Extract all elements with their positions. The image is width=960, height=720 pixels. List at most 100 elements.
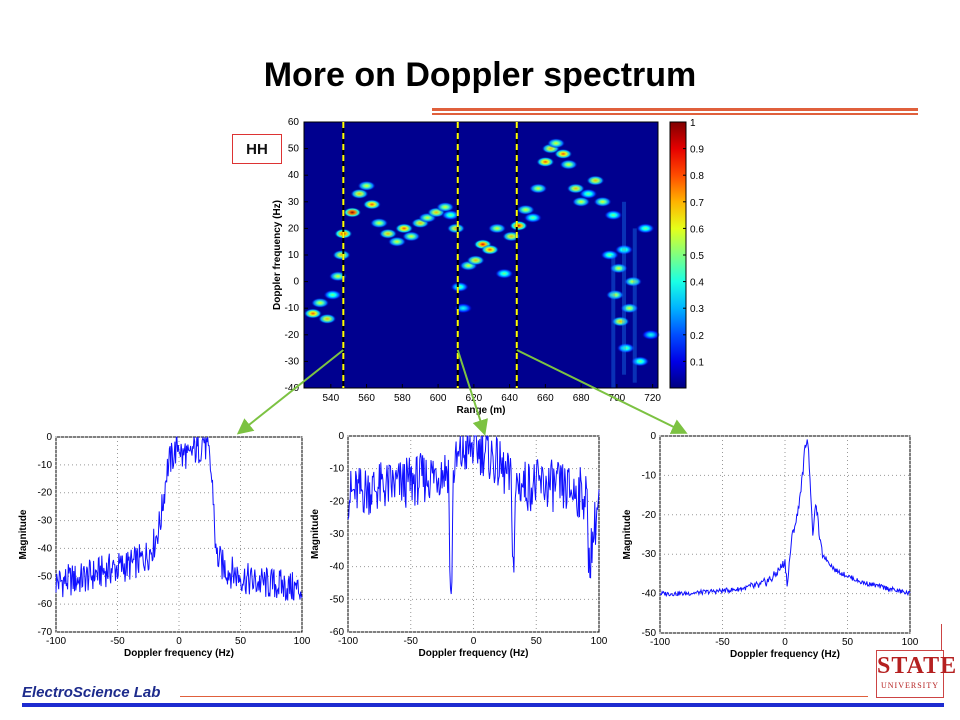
heatmap-x-tick-label: 600 xyxy=(430,393,447,404)
logo-divider xyxy=(941,624,942,650)
y-tick-label: -10 xyxy=(642,470,657,481)
footer-bar xyxy=(22,703,944,707)
heatmap-x-label: Range (m) xyxy=(457,405,506,416)
y-tick-label: -60 xyxy=(38,599,53,610)
heatmap-blob xyxy=(620,303,639,314)
heatmap-y-tick-label: -40 xyxy=(285,383,300,394)
polarization-label: HH xyxy=(232,134,282,164)
heatmap-blob xyxy=(529,183,548,194)
heatmap-blob xyxy=(593,196,612,207)
heatmap-background xyxy=(304,122,658,388)
x-tick-label: -100 xyxy=(46,636,66,647)
heatmap-blob xyxy=(303,308,322,319)
heatmap-blob xyxy=(566,183,585,194)
plot-frame xyxy=(55,436,303,633)
heatmap-blob xyxy=(604,210,623,221)
y-tick-label: -20 xyxy=(38,488,53,499)
heatmap-x-tick-label: 720 xyxy=(644,393,661,404)
heatmap-blob xyxy=(616,343,635,354)
x-tick-label: -50 xyxy=(404,636,419,647)
heatmap-blob xyxy=(611,316,630,327)
y-tick-label: -60 xyxy=(330,627,345,638)
x-tick-label: -100 xyxy=(338,636,358,647)
heatmap-blob xyxy=(379,228,398,239)
heatmap-blob xyxy=(547,138,566,149)
colorbar-tick-label: 0.4 xyxy=(690,278,704,289)
heatmap-y-tick-label: 0 xyxy=(293,277,299,288)
plot-frame xyxy=(347,435,600,633)
y-tick-label: -40 xyxy=(38,543,53,554)
heatmap-blob xyxy=(606,289,625,300)
title-divider xyxy=(432,108,918,111)
heatmap-blob xyxy=(572,196,591,207)
heatmap-streak xyxy=(611,255,616,388)
heatmap-blob xyxy=(559,159,578,170)
heatmap-blob xyxy=(441,210,460,221)
heatmap-x-tick-label: 640 xyxy=(501,393,518,404)
heatmap-blob xyxy=(523,212,542,223)
x-tick-label: -50 xyxy=(715,637,730,648)
heatmap-streak xyxy=(632,228,637,383)
heatmap-blob xyxy=(370,218,389,229)
y-tick-label: 0 xyxy=(338,431,344,442)
spectrum-plot-1: -100 -50 0 50 100 0 -10 -20 -30 -40 -50 -60 -70 Doppl… xyxy=(18,432,311,659)
heatmap-blob xyxy=(636,223,655,234)
spectrum-trace xyxy=(55,436,303,602)
heatmap-y-tick-label: -20 xyxy=(285,330,300,341)
y-tick-label: -50 xyxy=(38,571,53,582)
heatmap-blob xyxy=(623,276,642,287)
heatmap-blob xyxy=(615,244,634,255)
colorbar-tick-label: 0.5 xyxy=(690,251,704,262)
heatmap-blob xyxy=(480,244,499,255)
cut-arrow xyxy=(516,349,688,434)
x-tick-label: -100 xyxy=(650,637,670,648)
heatmap-y-tick-label: -10 xyxy=(285,303,300,314)
logo-sub-text: UNIVERSITY xyxy=(881,681,939,690)
colorbar-tick-label: 0.8 xyxy=(690,171,704,182)
x-tick-label: 0 xyxy=(471,636,477,647)
heatmap-y-tick-label: 30 xyxy=(288,197,300,208)
spectrum-trace xyxy=(347,435,600,595)
heatmap-blob xyxy=(609,263,628,274)
x-tick-label: -50 xyxy=(110,636,125,647)
colorbar-tick-label: 0.1 xyxy=(690,357,704,368)
x-tick-label: 50 xyxy=(531,636,543,647)
x-tick-label: 0 xyxy=(176,636,182,647)
heatmap-blob xyxy=(641,329,660,340)
heatmap-blob xyxy=(450,281,469,292)
heatmap-streak xyxy=(622,201,627,375)
heatmap-blob xyxy=(402,231,421,242)
y-tick-label: -50 xyxy=(642,628,657,639)
footer-lab-name: ElectroScience Lab xyxy=(22,684,161,701)
spectrum-plot-2: -100 -50 0 50 100 0 -10 -20 -30 -40 -50 -60 Doppler … xyxy=(310,431,608,659)
y-tick-label: -40 xyxy=(330,562,345,573)
x-axis-label: Doppler frequency (Hz) xyxy=(124,648,234,659)
colorbar-tick-label: 1 xyxy=(690,118,696,129)
heatmap-blob xyxy=(318,313,337,324)
heatmap-blob xyxy=(586,175,605,186)
colorbar-tick-label: 0.7 xyxy=(690,198,704,209)
y-tick-label: -50 xyxy=(330,594,345,605)
heatmap-x-tick-label: 660 xyxy=(537,393,554,404)
y-tick-label: 0 xyxy=(46,432,52,443)
y-tick-label: -10 xyxy=(38,460,53,471)
heatmap-blob xyxy=(466,255,485,266)
y-tick-label: -70 xyxy=(38,627,53,638)
heatmap-x-tick-label: 560 xyxy=(358,393,375,404)
heatmap-blob xyxy=(554,148,573,159)
heatmap-y-tick-label: -30 xyxy=(285,356,300,367)
colorbar: 0.1 0.2 0.3 0.4 0.5 0.6 0.7 0.8 0.9 1 xyxy=(669,118,704,389)
x-tick-label: 100 xyxy=(294,636,311,647)
heatmap-x-tick-label: 580 xyxy=(394,393,411,404)
heatmap-blob xyxy=(488,223,507,234)
heatmap-blob xyxy=(631,356,650,367)
heatmap-blob xyxy=(436,202,455,213)
heatmap-blob xyxy=(516,204,535,215)
heatmap-blob xyxy=(323,289,342,300)
heatmap-blob xyxy=(536,156,555,167)
heatmap-plot: 540560580600620640660680700720-40-30-20-… xyxy=(272,117,661,416)
x-axis-label: Doppler frequency (Hz) xyxy=(418,648,528,659)
y-axis-label: Magnitude xyxy=(310,509,321,559)
heatmap-y-tick-label: 60 xyxy=(288,117,300,128)
